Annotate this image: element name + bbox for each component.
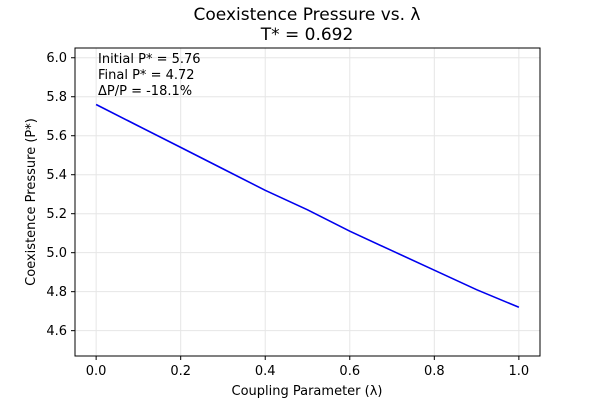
x-tick-label: 1.0 xyxy=(509,364,530,379)
y-tick-label: 4.8 xyxy=(46,285,67,300)
y-axis-label: Coexistence Pressure (P*) xyxy=(24,118,39,286)
x-axis-label: Coupling Parameter (λ) xyxy=(232,384,383,399)
y-axis: 4.6 4.8 5.0 5.2 5.4 5.6 5.8 6.0 xyxy=(46,51,75,339)
x-tick-label: 0.4 xyxy=(255,364,276,379)
y-tick-label: 5.4 xyxy=(46,168,67,183)
y-tick-label: 5.0 xyxy=(46,246,67,261)
y-tick-label: 6.0 xyxy=(46,51,67,66)
x-axis: 0.0 0.2 0.4 0.6 0.8 1.0 xyxy=(86,356,529,379)
series-line xyxy=(95,103,520,309)
annotation-initial: Initial P* = 5.76 xyxy=(98,52,201,67)
chart-subtitle: T* = 0.692 xyxy=(260,25,354,45)
annotation-delta: ΔP/P = -18.1% xyxy=(98,84,192,99)
y-tick-label: 5.8 xyxy=(46,90,67,105)
plot-area-frame xyxy=(74,47,541,357)
x-tick-label: 0.0 xyxy=(86,364,107,379)
x-tick-label: 0.6 xyxy=(339,364,360,379)
y-tick-label: 5.2 xyxy=(46,207,67,222)
series-layer xyxy=(95,103,520,309)
grid-lines xyxy=(75,48,540,356)
x-tick-label: 0.2 xyxy=(170,364,191,379)
chart-title: Coexistence Pressure vs. λ xyxy=(194,5,421,25)
x-tick-label: 0.8 xyxy=(424,364,445,379)
y-tick-label: 5.6 xyxy=(46,129,67,144)
annotation-final: Final P* = 4.72 xyxy=(98,68,195,83)
y-tick-label: 4.6 xyxy=(46,324,67,339)
